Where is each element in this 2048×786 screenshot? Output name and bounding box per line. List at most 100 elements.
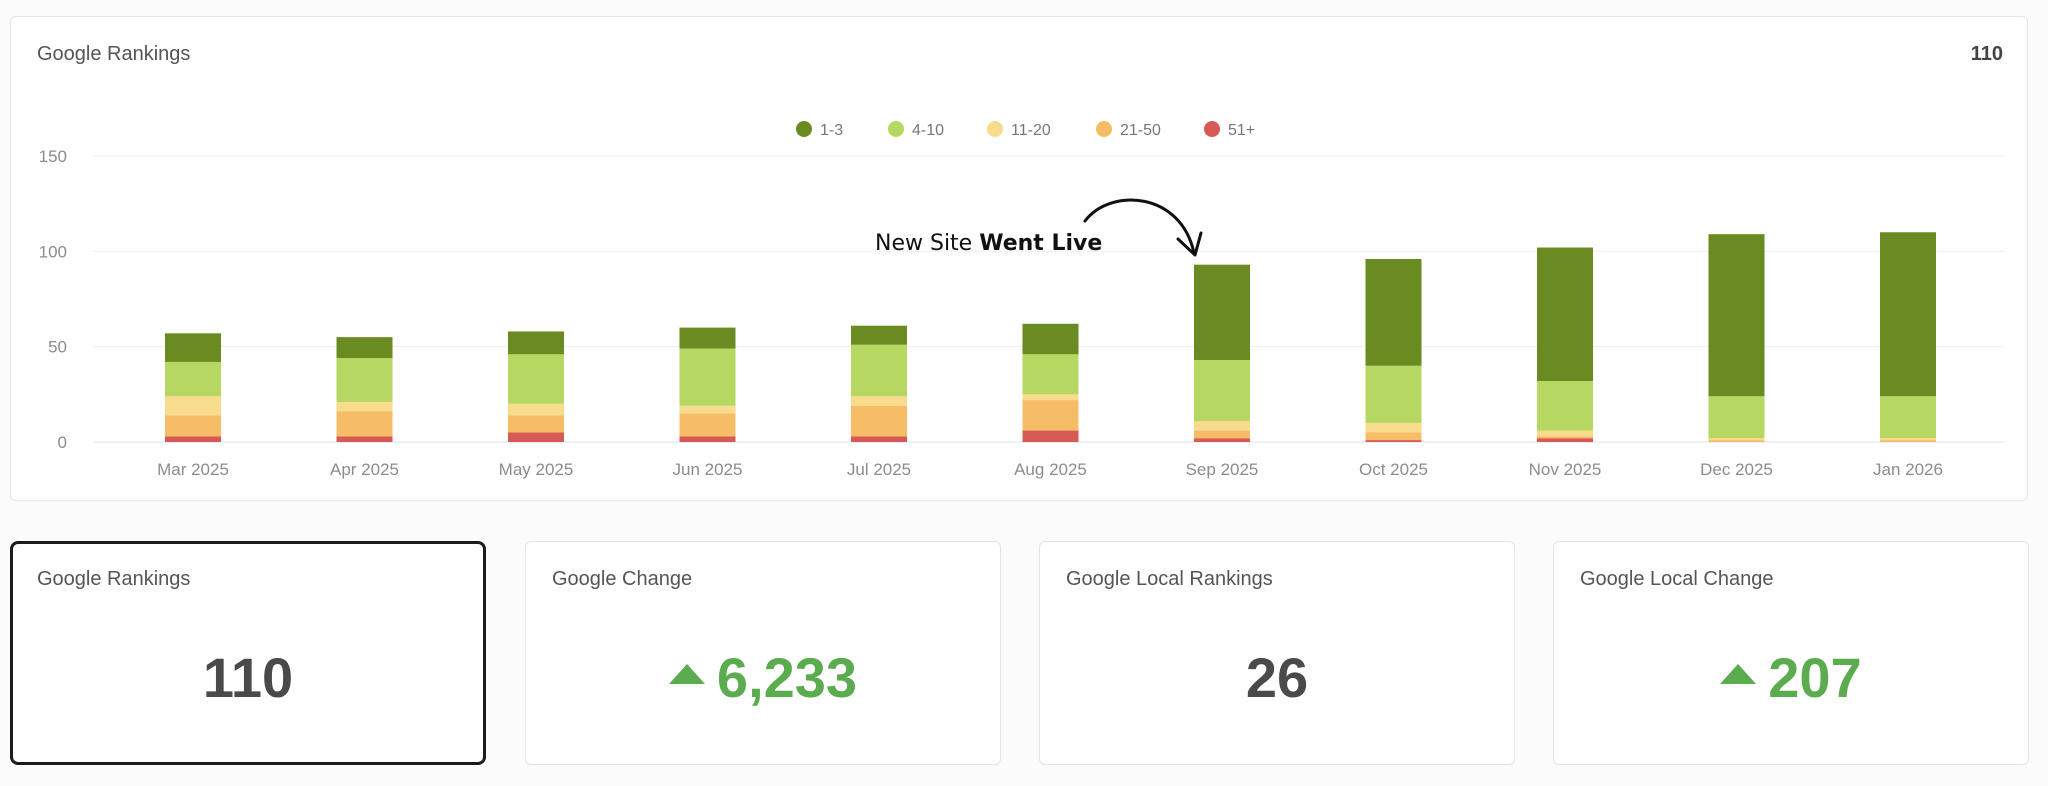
bar-segment-51plus xyxy=(508,432,564,442)
bar-segment-51plus xyxy=(1194,438,1250,442)
bar-segment-51plus xyxy=(1022,430,1079,442)
bar-segment-11-20 xyxy=(165,396,221,416)
card-value: 207 xyxy=(1554,646,2028,710)
bar-segment-11-20 xyxy=(1537,430,1593,437)
bar-segment-1-3 xyxy=(1708,234,1765,397)
bar-segment-11-20 xyxy=(679,405,736,414)
legend-label: 21-50 xyxy=(1120,122,1161,139)
rankings-chart: 0 50 100 150 Mar 2025 Apr 2025 May 2025 Jun 202… xyxy=(39,121,2005,479)
legend-marker xyxy=(987,121,1003,137)
x-tick-label: Jun 2025 xyxy=(673,460,743,479)
bar-segment-11-20 xyxy=(1880,438,1936,441)
x-tick-label: Aug 2025 xyxy=(1014,460,1087,479)
annotation-text-regular: New Site xyxy=(875,231,979,256)
card-google-local-change[interactable]: Google Local Change 207 xyxy=(1553,541,2029,765)
trend-up-icon xyxy=(668,664,705,685)
card-google-rankings[interactable]: Google Rankings 110 xyxy=(10,541,486,765)
card-google-change[interactable]: Google Change 6,233 xyxy=(525,541,1001,765)
y-tick-label: 0 xyxy=(58,433,67,452)
y-tick-label: 50 xyxy=(48,338,67,357)
bar-segment-21-50 xyxy=(851,405,907,437)
bar-segment-51plus xyxy=(336,436,393,442)
rankings-chart-panel: Google Rankings 110 0 50 100 150 Mar 2025 Apr… xyxy=(10,16,2028,501)
legend-marker xyxy=(888,121,904,137)
card-value: 110 xyxy=(13,646,483,710)
bar-segment-4-10 xyxy=(1194,360,1250,422)
bar-segment-21-50 xyxy=(508,415,564,433)
annotation-text: New Site Went Live xyxy=(875,231,1102,256)
bar-segment-4-10 xyxy=(508,354,564,404)
bar-segment-1-3 xyxy=(1880,232,1936,397)
legend-marker xyxy=(1204,121,1220,137)
bar-segment-11-20 xyxy=(1194,421,1250,431)
bar-segment-4-10 xyxy=(1022,354,1079,395)
bar-segment-1-3 xyxy=(1537,247,1593,381)
bar-segment-21-50 xyxy=(336,411,393,437)
card-value: 6,233 xyxy=(526,646,1000,710)
bar-segment-51plus xyxy=(1365,440,1422,442)
x-tick-label: Oct 2025 xyxy=(1359,460,1428,479)
y-tick-label: 100 xyxy=(39,242,67,261)
card-title: Google Rankings xyxy=(37,568,191,590)
legend-label: 1-3 xyxy=(820,122,843,139)
bar-segment-21-50 xyxy=(1022,400,1079,431)
x-tick-label: Nov 2025 xyxy=(1529,460,1602,479)
bar-segment-51plus xyxy=(679,436,736,442)
bar-segment-4-10 xyxy=(1537,380,1593,431)
bar-segment-11-20 xyxy=(1708,438,1765,441)
bar-segment-11-20 xyxy=(508,403,564,416)
panel-title: Google Rankings xyxy=(37,43,191,65)
annotation-arrowhead-icon xyxy=(1176,231,1203,257)
card-value-text: 110 xyxy=(202,646,294,709)
bar-segment-1-3 xyxy=(336,337,393,359)
x-tick-label: Jan 2026 xyxy=(1873,460,1943,479)
card-value-text: 6,233 xyxy=(716,646,858,709)
panel-total: 110 xyxy=(1970,43,2003,65)
bar-segment-4-10 xyxy=(679,348,736,406)
bar-segment-1-3 xyxy=(1194,264,1250,361)
bar-segment-21-50 xyxy=(1708,440,1765,442)
x-tick-label: Sep 2025 xyxy=(1186,460,1259,479)
card-value-text: 207 xyxy=(1768,646,1862,709)
legend-marker xyxy=(1096,121,1112,137)
bar-segment-1-3 xyxy=(851,325,907,345)
bar-segment-51plus xyxy=(851,436,907,442)
bar-segment-1-3 xyxy=(679,327,736,349)
bar-segment-21-50 xyxy=(1365,432,1422,441)
bar-segment-11-20 xyxy=(1365,422,1422,433)
bar-segment-21-50 xyxy=(1194,430,1250,439)
legend-label: 4-10 xyxy=(912,122,944,139)
bar-segment-1-3 xyxy=(1365,258,1422,366)
bar-segment-1-3 xyxy=(508,331,564,355)
bar-segment-21-50 xyxy=(1537,436,1593,439)
bar-segment-21-50 xyxy=(1880,440,1936,442)
bar-segment-4-10 xyxy=(851,344,907,397)
bar-segment-4-10 xyxy=(336,358,393,402)
legend-marker xyxy=(796,121,812,137)
x-tick-label: Dec 2025 xyxy=(1700,460,1773,479)
legend-label: 51+ xyxy=(1228,122,1255,139)
card-title: Google Local Rankings xyxy=(1066,568,1273,590)
y-tick-label: 150 xyxy=(39,147,67,166)
annotation-text-bold: Went Live xyxy=(979,231,1102,256)
card-value: 26 xyxy=(1040,646,1514,710)
card-title: Google Local Change xyxy=(1580,568,1774,590)
card-value-text: 26 xyxy=(1245,646,1309,709)
bar-segment-21-50 xyxy=(165,415,221,437)
bar-segment-1-3 xyxy=(1022,323,1079,355)
bar-segment-4-10 xyxy=(165,361,221,397)
bar-segment-4-10 xyxy=(1880,396,1936,439)
bar-segment-11-20 xyxy=(1022,394,1079,401)
bar-segment-4-10 xyxy=(1708,396,1765,439)
bar-segment-1-3 xyxy=(165,333,221,362)
card-title: Google Change xyxy=(552,568,693,590)
bar-segment-4-10 xyxy=(1365,365,1422,423)
bar-segment-51plus xyxy=(1537,438,1593,442)
card-google-local-rankings[interactable]: Google Local Rankings 26 xyxy=(1039,541,1515,765)
bar-segment-21-50 xyxy=(679,413,736,437)
x-tick-label: Jul 2025 xyxy=(847,460,911,479)
trend-up-icon xyxy=(1720,664,1757,685)
bar-segment-51plus xyxy=(165,436,221,442)
bar-segment-11-20 xyxy=(336,401,393,412)
x-tick-label: Apr 2025 xyxy=(330,460,399,479)
